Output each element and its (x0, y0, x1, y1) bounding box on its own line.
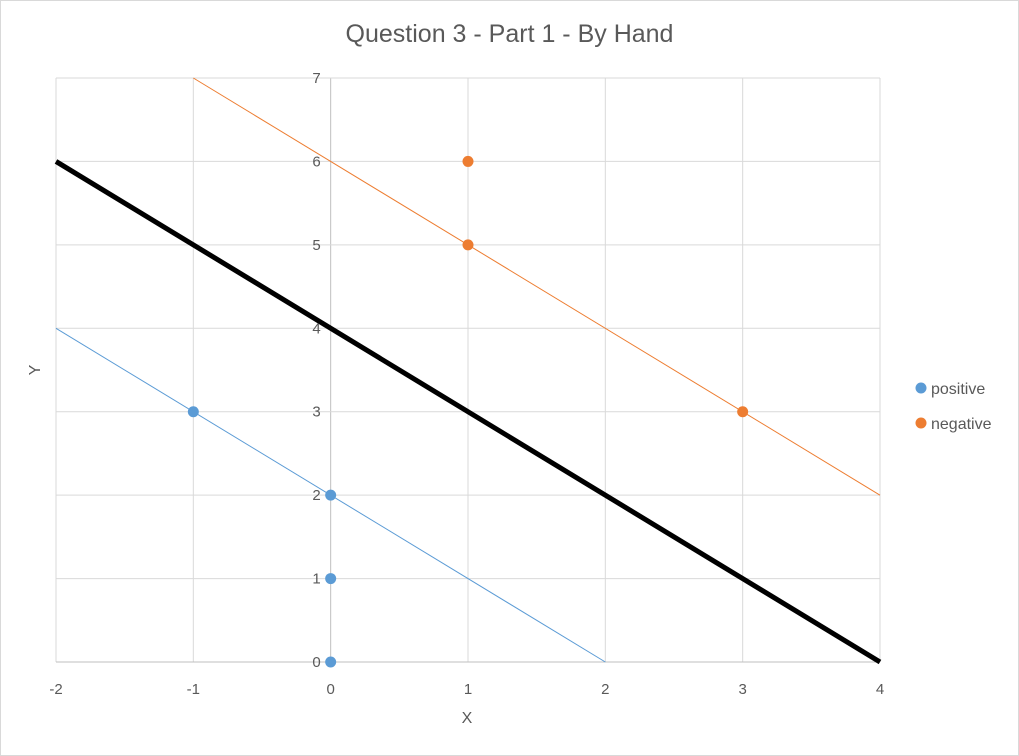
chart-title: Question 3 - Part 1 - By Hand (345, 20, 674, 48)
series-line (193, 77, 881, 496)
y-tick-label: 1 (312, 571, 320, 588)
legend-marker-negative (915, 417, 927, 429)
y-tick-label: 5 (312, 237, 320, 254)
x-tick-label: 1 (464, 681, 472, 698)
y-axis-title: Y (27, 364, 44, 375)
x-tick-label: 0 (326, 681, 334, 698)
tick-labels: -2 -1 0 1 2 3 4 0 1 2 3 4 5 6 7 (49, 70, 884, 698)
x-tick-label: 2 (601, 681, 609, 698)
data-point-negative (737, 406, 749, 418)
y-tick-label: 2 (312, 487, 320, 504)
legend-marker-positive (915, 382, 927, 394)
x-axis-title: X (462, 710, 473, 727)
data-points (187, 155, 749, 668)
y-tick-label: 3 (312, 404, 320, 421)
data-point-negative (462, 239, 474, 251)
data-point-positive (325, 573, 337, 585)
y-tick-label: 4 (312, 320, 320, 337)
y-tick-label: 0 (312, 654, 320, 671)
data-point-negative (462, 155, 474, 167)
y-tick-label: 6 (312, 153, 320, 170)
data-point-positive (187, 406, 199, 418)
data-point-positive (325, 489, 337, 501)
x-tick-label: -1 (187, 681, 200, 698)
series-line (54, 159, 882, 665)
x-tick-label: 4 (876, 681, 884, 698)
data-point-positive (325, 656, 337, 668)
x-tick-label: 3 (738, 681, 746, 698)
legend-label-positive: positive (931, 381, 985, 398)
legend: positive negative (915, 381, 992, 433)
legend-label-negative: negative (931, 416, 992, 433)
y-tick-label: 7 (312, 70, 320, 87)
x-tick-label: -2 (49, 681, 62, 698)
